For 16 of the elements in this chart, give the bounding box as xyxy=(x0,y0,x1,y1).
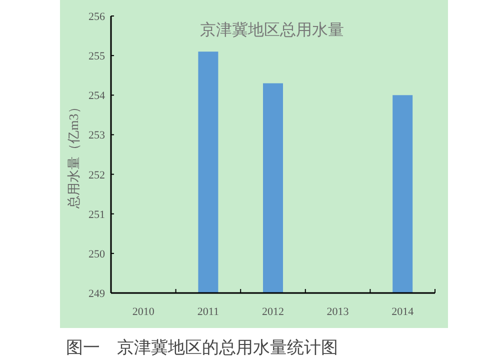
x-tick-label: 2014 xyxy=(392,306,414,318)
y-tick-label: 256 xyxy=(88,11,106,23)
x-tick-label: 2013 xyxy=(326,306,350,318)
x-tick-label: 2012 xyxy=(262,306,284,318)
x-tick-label: 2010 xyxy=(132,306,155,318)
y-tick-label: 249 xyxy=(88,288,106,300)
y-tick-label: 253 xyxy=(88,130,106,142)
text: 图一 京津冀地区的总用水量统计图 xyxy=(66,338,338,357)
y-axis-title: 总用水量（亿m3） xyxy=(66,100,81,210)
y-tick-label: 254 xyxy=(88,90,106,102)
chart-title: 京津冀地区总用水量 xyxy=(200,21,344,39)
x-tick-label: 2011 xyxy=(197,306,219,318)
y-tick-label: 250 xyxy=(88,248,106,260)
y-tick-label: 251 xyxy=(88,208,105,221)
y-tick-label: 255 xyxy=(88,50,106,63)
y-tick-label: 252 xyxy=(88,169,105,182)
